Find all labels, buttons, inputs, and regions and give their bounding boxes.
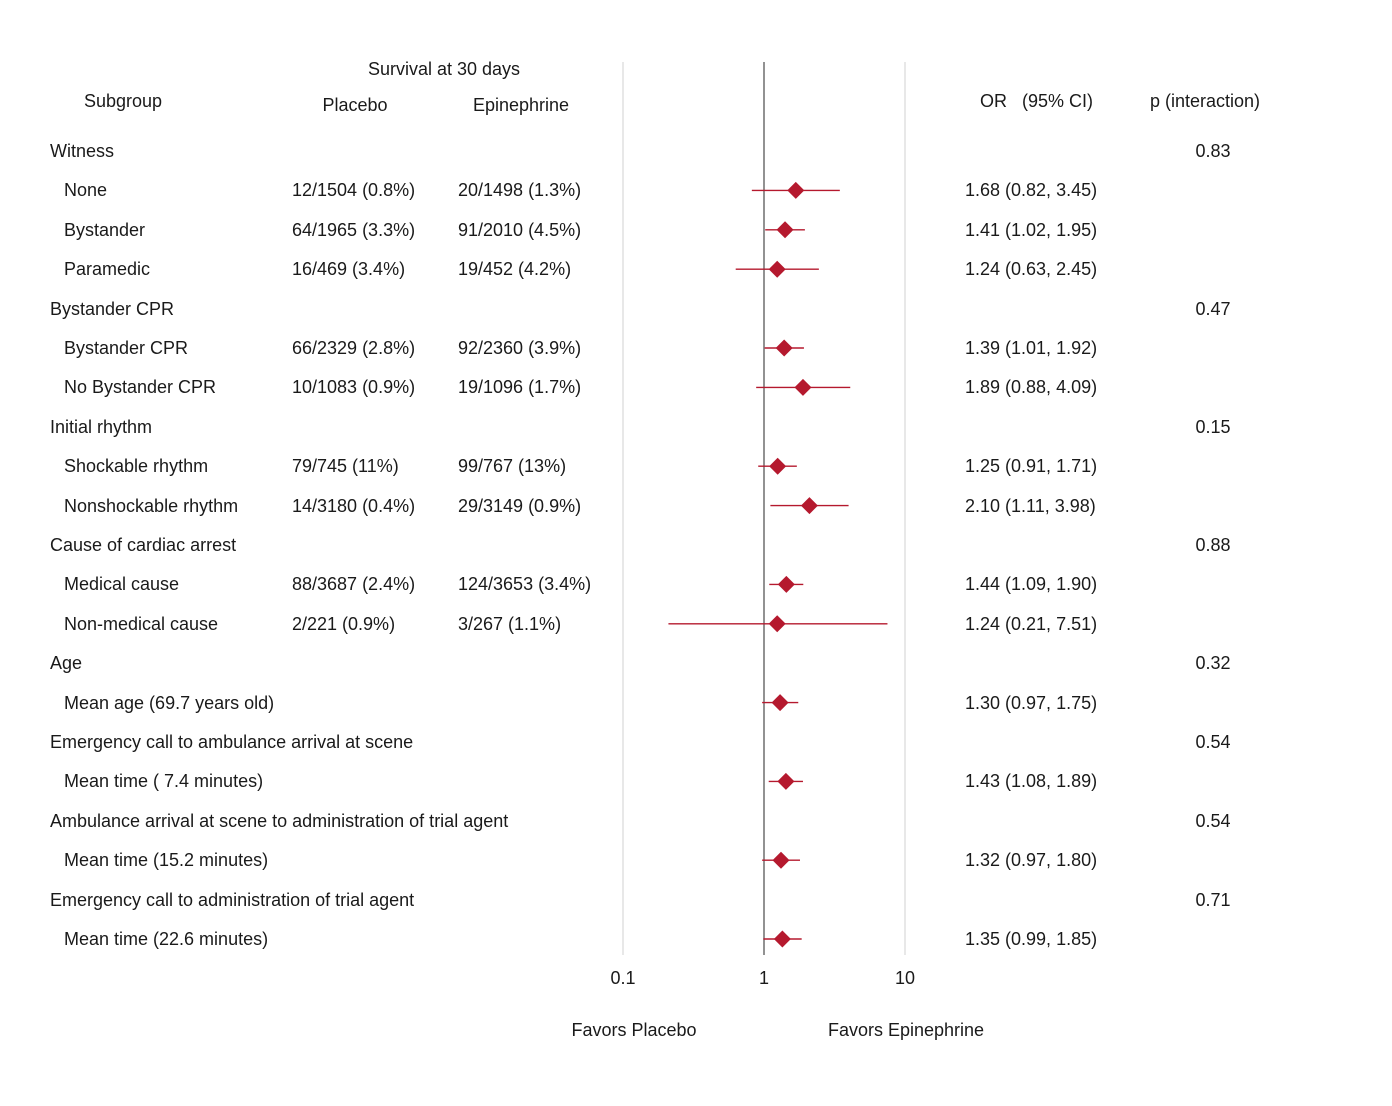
x-tick-label: 10 <box>895 968 915 988</box>
or-marker <box>768 260 786 278</box>
subgroup-label: Bystander <box>64 219 146 240</box>
or-ci-value: 1.68 (0.82, 3.45) <box>965 180 1098 201</box>
epinephrine-value: 20/1498 (1.3%) <box>458 180 582 201</box>
or-marker <box>775 339 793 357</box>
or-marker <box>787 181 805 199</box>
subgroup-category: Age <box>50 653 83 674</box>
placebo-value: 79/745 (11%) <box>292 456 399 477</box>
epinephrine-value: 91/2010 (4.5%) <box>458 219 582 240</box>
or-marker <box>769 457 787 475</box>
p-value: 0.47 <box>1195 298 1231 319</box>
or-marker <box>772 851 790 869</box>
x-tick-label: 1 <box>759 968 769 988</box>
subgroup-label: Non-medical cause <box>64 613 219 634</box>
placebo-value: 16/469 (3.4%) <box>292 259 406 280</box>
subgroup-label: Mean time ( 7.4 minutes) <box>64 771 264 792</box>
or-ci-value: 1.32 (0.97, 1.80) <box>965 850 1098 871</box>
p-value: 0.83 <box>1195 141 1231 161</box>
subgroup-category: Bystander CPR <box>50 298 175 319</box>
or-marker <box>794 378 812 396</box>
subgroup-category: Initial rhythm <box>50 416 153 437</box>
or-marker <box>777 772 795 790</box>
epinephrine-header: Epinephrine <box>472 95 570 115</box>
or-ci-value: 1.89 (0.88, 4.09) <box>965 377 1098 398</box>
or-marker <box>768 615 786 633</box>
subgroup-label: Bystander CPR <box>64 338 189 358</box>
epinephrine-value: 3/267 (1.1%) <box>458 613 562 634</box>
epinephrine-value: 19/452 (4.2%) <box>458 259 572 280</box>
epinephrine-value: 29/3149 (0.9%) <box>458 495 582 516</box>
or-ci-value: 1.41 (1.02, 1.95) <box>965 219 1098 240</box>
placebo-value: 66/2329 (2.8%) <box>292 338 416 358</box>
or-ci-value: 1.43 (1.08, 1.89) <box>965 771 1098 792</box>
subgroup-label: Shockable rhythm <box>64 456 209 477</box>
subgroup-label: Mean age (69.7 years old) <box>64 692 275 713</box>
p-value: 0.54 <box>1195 810 1231 831</box>
favors-placebo-label: Favors Placebo <box>571 1020 697 1040</box>
subgroup-category: Emergency call to administration of tria… <box>50 889 415 910</box>
favors-epinephrine-label: Favors Epinephrine <box>827 1020 985 1040</box>
or-marker <box>771 694 789 712</box>
subgroup-category: Emergency call to ambulance arrival at s… <box>50 732 414 752</box>
subgroup-label: Mean time (15.2 minutes) <box>64 850 269 871</box>
subgroup-label: None <box>64 180 108 201</box>
subgroup-label: Mean time (22.6 minutes) <box>64 929 269 949</box>
subgroup-label: Medical cause <box>64 574 180 595</box>
or-marker <box>777 575 795 593</box>
p-value: 0.88 <box>1195 535 1231 555</box>
subgroup-category: Witness <box>50 141 115 161</box>
p-value: 0.71 <box>1195 889 1231 910</box>
placebo-value: 2/221 (0.9%) <box>292 613 396 634</box>
or-ci-value: 1.24 (0.21, 7.51) <box>965 613 1098 634</box>
p-value: 0.32 <box>1195 653 1231 674</box>
placebo-value: 64/1965 (3.3%) <box>292 219 416 240</box>
placebo-value: 12/1504 (0.8%) <box>292 180 416 201</box>
placebo-value: 14/3180 (0.4%) <box>292 495 416 516</box>
epinephrine-value: 92/2360 (3.9%) <box>458 338 582 358</box>
epinephrine-value: 19/1096 (1.7%) <box>458 377 582 398</box>
subgroup-category: Cause of cardiac arrest <box>50 535 237 555</box>
or-ci-value: 1.44 (1.09, 1.90) <box>965 574 1098 595</box>
subgroup-category: Ambulance arrival at scene to administra… <box>50 810 509 831</box>
p-value: 0.15 <box>1195 416 1231 437</box>
or-ci-value: 2.10 (1.11, 3.98) <box>965 495 1096 516</box>
placebo-value: 10/1083 (0.9%) <box>292 377 416 398</box>
or-marker <box>800 497 818 515</box>
or-marker <box>773 930 791 948</box>
subgroup-label: No Bystander CPR <box>64 377 217 398</box>
or-ci-value: 1.25 (0.91, 1.71) <box>965 456 1098 477</box>
epinephrine-value: 99/767 (13%) <box>458 456 567 477</box>
or-ci-value: 1.35 (0.99, 1.85) <box>965 929 1098 949</box>
p-interaction-header: p (interaction) <box>1150 91 1261 111</box>
subgroup-label: Nonshockable rhythm <box>64 495 239 516</box>
placebo-header: Placebo <box>322 95 388 115</box>
epinephrine-value: 124/3653 (3.4%) <box>458 574 592 595</box>
ci-header: (95% CI) <box>1022 91 1094 111</box>
x-tick-label: 0.1 <box>610 968 635 988</box>
subgroup-label: Paramedic <box>64 259 151 280</box>
survival-header: Survival at 30 days <box>367 59 521 79</box>
or-ci-value: 1.39 (1.01, 1.92) <box>965 338 1098 358</box>
or-ci-value: 1.30 (0.97, 1.75) <box>965 692 1098 713</box>
or-marker <box>776 221 794 239</box>
subgroup-header: Subgroup <box>84 91 163 111</box>
or-ci-value: 1.24 (0.63, 2.45) <box>965 259 1098 280</box>
placebo-value: 88/3687 (2.4%) <box>292 574 416 595</box>
or-header: OR <box>980 91 1007 111</box>
p-value: 0.54 <box>1195 732 1231 752</box>
